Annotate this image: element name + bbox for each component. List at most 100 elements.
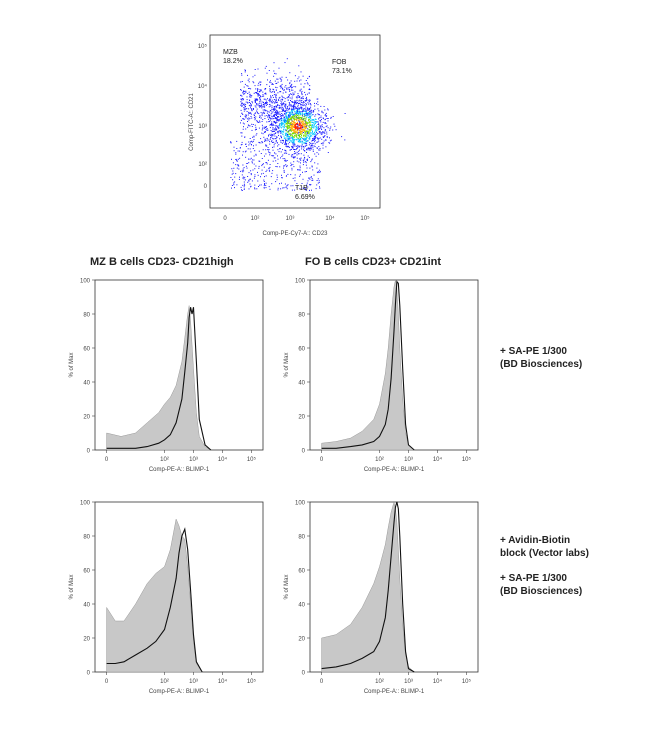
event-dot	[297, 134, 299, 136]
event-dot	[287, 120, 289, 122]
event-dot	[268, 186, 270, 188]
event-dot	[295, 113, 297, 114]
event-dot	[260, 105, 262, 107]
event-dot	[282, 96, 284, 98]
event-dot	[284, 100, 286, 102]
event-dot	[253, 159, 255, 161]
event-dot	[268, 99, 270, 101]
event-dot	[314, 130, 316, 132]
event-dot	[298, 134, 300, 136]
event-dot	[241, 105, 243, 107]
event-dot	[298, 108, 300, 110]
event-dot	[314, 141, 316, 143]
event-dot	[283, 167, 284, 169]
event-dot	[243, 186, 245, 188]
event-dot	[230, 177, 232, 178]
event-dot	[307, 149, 309, 151]
event-dot	[263, 95, 265, 97]
event-dot	[257, 88, 259, 90]
event-dot	[253, 139, 255, 141]
event-dot	[255, 154, 257, 156]
x-tick-label: 10³	[189, 679, 198, 685]
event-dot	[266, 112, 268, 114]
event-dot	[291, 83, 293, 85]
event-dot	[245, 117, 247, 119]
event-dot	[276, 113, 278, 115]
event-dot	[314, 139, 316, 141]
event-dot	[256, 120, 258, 122]
event-dot	[275, 140, 277, 141]
event-dot	[295, 145, 297, 147]
event-dot	[249, 112, 251, 114]
event-dot	[262, 95, 264, 97]
event-dot	[245, 109, 247, 111]
event-dot	[315, 134, 317, 136]
event-dot	[319, 171, 321, 173]
event-dot	[294, 135, 296, 136]
event-dot	[285, 152, 287, 154]
event-dot	[235, 153, 237, 155]
event-dot	[290, 94, 292, 95]
event-dot	[280, 98, 282, 100]
event-dot	[285, 117, 287, 119]
event-dot	[275, 114, 277, 116]
event-dot	[276, 120, 278, 122]
event-dot	[292, 147, 294, 149]
event-dot	[272, 91, 274, 92]
event-dot	[268, 167, 270, 169]
event-dot	[287, 146, 289, 148]
event-dot	[240, 89, 242, 91]
event-dot	[248, 88, 250, 89]
event-dot	[271, 121, 273, 123]
event-dot	[293, 157, 295, 159]
event-dot	[288, 111, 290, 113]
event-dot	[313, 124, 315, 126]
event-dot	[243, 90, 245, 92]
event-dot	[295, 86, 297, 88]
event-dot	[242, 184, 244, 186]
event-dot	[275, 89, 277, 91]
event-dot	[317, 163, 319, 165]
event-dot	[293, 102, 295, 103]
event-dot	[315, 155, 317, 157]
event-dot	[260, 100, 262, 102]
event-dot	[294, 91, 296, 93]
event-dot	[247, 126, 249, 128]
y-tick-label: 80	[83, 535, 90, 541]
event-dot	[308, 132, 310, 134]
event-dot	[284, 120, 286, 122]
event-dot	[230, 142, 232, 144]
event-dot	[309, 89, 311, 91]
event-dot	[246, 114, 247, 116]
event-dot	[306, 130, 308, 132]
event-dot	[245, 146, 247, 147]
event-dot	[301, 135, 302, 137]
event-dot	[303, 101, 305, 103]
event-dot	[259, 184, 261, 186]
event-dot	[281, 182, 282, 184]
event-dot	[304, 100, 306, 101]
event-dot	[269, 117, 271, 119]
event-dot	[274, 124, 276, 126]
event-dot	[240, 101, 242, 103]
event-dot	[297, 169, 299, 171]
event-dot	[270, 137, 271, 139]
event-dot	[306, 115, 308, 117]
event-dot	[254, 176, 256, 177]
event-dot	[268, 135, 269, 137]
event-dot	[275, 166, 277, 167]
event-dot	[287, 107, 289, 109]
event-dot	[302, 96, 304, 98]
event-dot	[286, 87, 288, 89]
event-dot	[296, 154, 298, 156]
event-dot	[262, 133, 264, 135]
event-dot	[307, 158, 308, 160]
event-dot	[247, 124, 249, 126]
event-dot	[309, 133, 311, 135]
event-dot	[271, 91, 273, 93]
event-dot	[269, 133, 271, 135]
event-dot	[305, 134, 307, 136]
event-dot	[285, 111, 287, 113]
event-dot	[249, 158, 251, 160]
event-dot	[282, 114, 284, 116]
